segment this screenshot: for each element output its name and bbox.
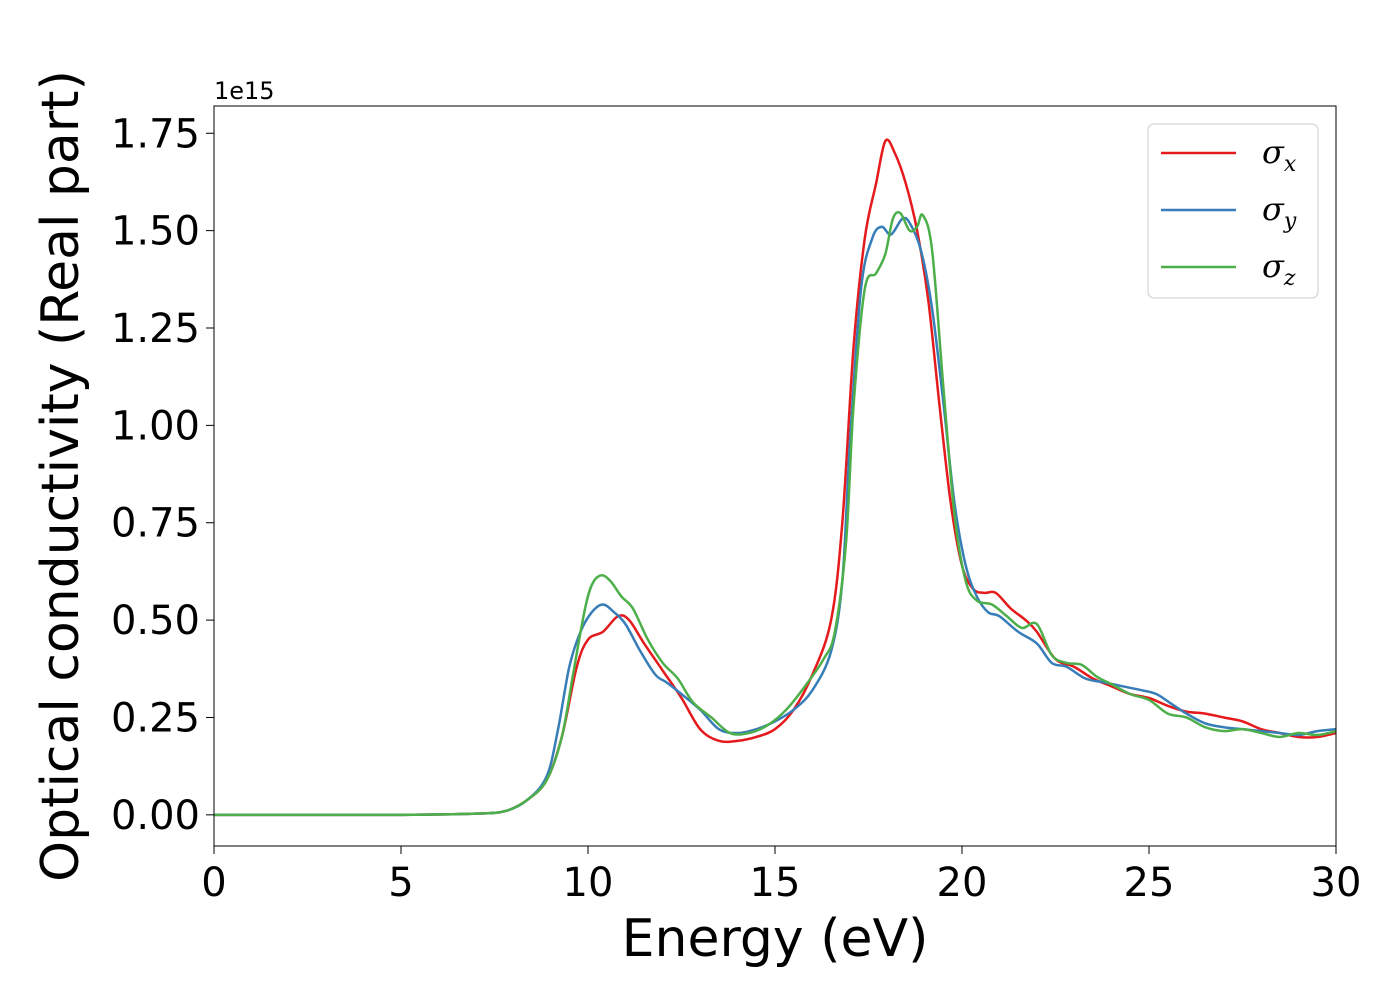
x-tick-label: 0 xyxy=(201,860,226,906)
x-axis-ticks: 0 5 10 15 20 25 30 xyxy=(201,846,1361,906)
x-tick-label: 10 xyxy=(563,860,614,906)
x-tick-label: 20 xyxy=(937,860,988,906)
series-line-x xyxy=(213,138,1337,817)
series-line-z xyxy=(213,210,1337,817)
x-tick-label: 5 xyxy=(388,860,413,906)
y-tick-label: 1.00 xyxy=(111,403,200,449)
series-line-y xyxy=(213,216,1337,817)
series-layer xyxy=(213,138,1337,817)
y-tick-label: 1.25 xyxy=(111,306,200,352)
y-tick-label: 0.75 xyxy=(111,501,200,547)
y-tick-label: 1.50 xyxy=(111,209,200,255)
x-tick-label: 15 xyxy=(750,860,801,906)
x-tick-label: 25 xyxy=(1124,860,1175,906)
y-tick-label: 0.25 xyxy=(111,695,200,741)
y-tick-label: 0.50 xyxy=(111,598,200,644)
y-tick-label: 1.75 xyxy=(111,111,200,157)
x-tick-label: 30 xyxy=(1311,860,1362,906)
y-tick-label: 0.00 xyxy=(111,793,200,839)
y-offset-label: 1e15 xyxy=(214,77,275,105)
y-axis-ticks: 0.00 0.25 0.50 0.75 1.00 1.25 1.50 1.75 xyxy=(111,111,214,839)
y-axis-label: Optical conductivity (Real part) xyxy=(31,70,91,882)
x-axis-label: Energy (eV) xyxy=(622,909,929,969)
